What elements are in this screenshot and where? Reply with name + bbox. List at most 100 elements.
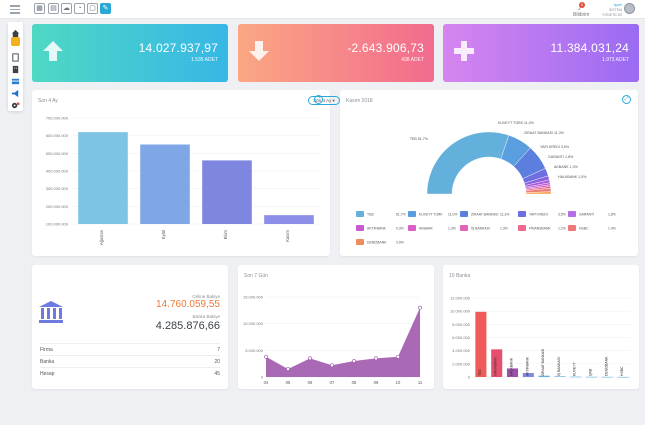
legend-label: TEB xyxy=(367,213,374,217)
user-name: İşyeri xyxy=(613,3,622,7)
notification-bell-icon[interactable]: ♪ 0 Bildirim xyxy=(573,2,589,18)
legend-swatch xyxy=(568,211,576,217)
top-bar: ▦ ▤ ☁ ◔ ▢ ✎ ♪ 0 Bildirim İşyeri SİSTEM Y… xyxy=(0,0,645,19)
plus-icon xyxy=(454,41,474,61)
donut-callout-label: AKBANK 1,3% xyxy=(554,165,579,169)
y-tick-label: 5.000.000 xyxy=(245,348,264,353)
y-tick-label: 400.000.000 xyxy=(46,169,69,174)
top-banks-title: 10 Banka xyxy=(449,273,471,279)
megaphone-icon[interactable] xyxy=(11,85,20,98)
x-tick-label: 11 xyxy=(418,380,423,385)
x-tick-label: 05 xyxy=(286,380,291,385)
legend-value: 1,4% xyxy=(608,227,616,231)
kpi-net-card: 11.384.031,24 1.973 ADET xyxy=(443,24,639,82)
donut-slice xyxy=(525,191,552,195)
bar-label: KUVEYT xyxy=(573,362,577,376)
box-icon[interactable]: ▢ xyxy=(87,3,98,14)
calculator-icon[interactable]: ▦ xyxy=(34,3,45,14)
legend-label: DENİZBANK xyxy=(367,240,387,245)
bar xyxy=(570,376,582,378)
legend-swatch xyxy=(356,239,364,245)
bank-building-icon xyxy=(39,301,63,323)
donut-callout-label: GARANTİ 1,8% xyxy=(548,154,574,159)
bank-balance-label: Banka Bakiye xyxy=(192,314,220,319)
table-row: Banka 20 xyxy=(40,355,220,367)
donut-callout-label: KUVEYT TÜRK 11,0% xyxy=(498,121,535,125)
bar xyxy=(78,132,128,224)
x-tick-label: 10 xyxy=(396,380,401,385)
legend-label: ZİRAAT BANKASI xyxy=(471,212,498,217)
monthly-chart-title: Son 4 Ay xyxy=(38,98,58,104)
bar-label: DENİZBANK xyxy=(603,356,608,376)
bar xyxy=(617,376,629,378)
monthly-bar-chart: 700.000.000 600.000.000 500.000.000 400.000… xyxy=(46,116,320,245)
bar xyxy=(491,349,503,377)
expand-icon[interactable]: ⤢ xyxy=(622,95,631,104)
legend-label: FİNANSBANK xyxy=(529,226,551,231)
kpi-income-card: 14.027.937,97 1.535 ADET xyxy=(32,24,228,82)
monthly-chart-panel: Son 4 Ay Son 4 Ay ▾ ⤢ 700.000.000 600.000… xyxy=(32,90,340,256)
y-tick-label: 700.000.000 xyxy=(46,116,69,121)
y-tick-label: 0 xyxy=(261,375,264,380)
database-icon[interactable] xyxy=(11,37,20,46)
legend-value: 11,0% xyxy=(448,213,457,217)
bar xyxy=(202,160,252,224)
top-banks-bar-chart: 12.000.000 10.000.000 8.000.000 6.000.000 4.… xyxy=(450,296,631,380)
document-icon[interactable] xyxy=(11,49,20,62)
bar xyxy=(475,311,487,377)
bar xyxy=(554,376,566,377)
y-tick-label: 600.000.000 xyxy=(46,133,69,138)
x-tick-label: 08 xyxy=(352,380,357,385)
legend-swatch xyxy=(518,211,526,217)
menu-toggle-icon[interactable] xyxy=(10,5,20,14)
cloud-icon[interactable]: ☁ xyxy=(61,3,72,14)
balance-panel: Online Bakiye 14.760.059,55 Banka Bakiye… xyxy=(32,265,228,389)
edit-icon[interactable]: ✎ xyxy=(100,3,111,14)
y-tick-label: 0 xyxy=(468,375,471,380)
kpi-income-count: 1.535 ADET xyxy=(191,57,218,63)
x-tick-label: 09 xyxy=(374,380,379,385)
legend-label: AKTİFBANK xyxy=(367,226,387,231)
top-banks-panel: 10 Banka 12.000.000 10.000.000 8.000.000 6.… xyxy=(443,265,639,389)
bar-label: QNB xyxy=(589,368,593,376)
x-tick-label: 04 xyxy=(264,380,269,385)
data-point xyxy=(396,354,400,359)
bar-label: HSBC xyxy=(620,366,624,376)
x-tick-label: Ağustos xyxy=(99,230,104,245)
kpi-income-value: 14.027.937,97 xyxy=(138,41,218,55)
y-tick-label: 8.000.000 xyxy=(452,322,471,327)
card-icon[interactable] xyxy=(11,73,20,85)
legend-value: 0,9% xyxy=(396,241,404,245)
expand-icon[interactable]: ⤢ xyxy=(314,95,323,104)
bar-label: AKTİFBANK xyxy=(524,356,529,376)
home-icon[interactable] xyxy=(11,25,20,38)
donut-callout-label: HALKBANK 1,5% xyxy=(558,175,587,179)
data-point xyxy=(264,354,268,359)
notification-badge: 0 xyxy=(579,2,585,8)
legend-value: 3,5% xyxy=(558,213,566,217)
legend-value: 51,7% xyxy=(396,213,406,217)
legend-swatch xyxy=(460,211,468,217)
legend-swatch xyxy=(518,225,526,231)
building-icon[interactable] xyxy=(11,61,20,74)
legend-label: HSBC xyxy=(579,227,589,231)
legend-value: 1,2% xyxy=(558,227,566,231)
chart-icon[interactable]: ◔ xyxy=(74,3,85,14)
x-tick-label: Eylül xyxy=(161,230,166,239)
legend-value: 1,3% xyxy=(500,227,508,231)
bank-donut-chart: TEB 51,7% KUVEYT TÜRK 11,0% ZİRAAT BANKASI… xyxy=(356,121,616,245)
user-info[interactable]: İşyeri SİSTEM YÖNETİCİSİ xyxy=(590,3,622,18)
settings-icon[interactable] xyxy=(11,97,20,109)
bar xyxy=(538,375,550,377)
avatar[interactable] xyxy=(624,3,635,14)
legend-swatch xyxy=(568,225,576,231)
legend-label: AKBANK xyxy=(419,227,433,231)
bar xyxy=(522,373,534,377)
bar-label: TEB xyxy=(478,369,482,376)
legend-label: İŞ BANKASI xyxy=(471,226,490,231)
x-tick-label: Kasım xyxy=(285,229,290,241)
y-tick-label: 500.000.000 xyxy=(46,151,69,156)
folder-icon[interactable]: ▤ xyxy=(48,3,59,14)
data-point xyxy=(286,367,290,371)
legend-swatch xyxy=(356,225,364,231)
